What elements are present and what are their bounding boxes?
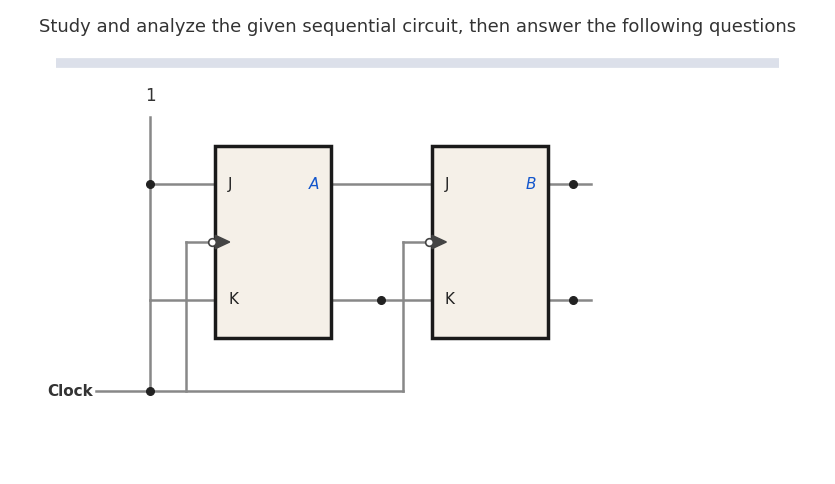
Polygon shape (215, 235, 230, 249)
Text: B: B (525, 177, 536, 192)
Bar (432, 146, 548, 338)
Bar (215, 146, 331, 338)
Text: A: A (309, 177, 319, 192)
Text: 1: 1 (145, 87, 155, 105)
Text: K: K (228, 292, 238, 307)
Text: Study and analyze the given sequential circuit, then answer the following questi: Study and analyze the given sequential c… (39, 18, 796, 36)
Text: J: J (228, 177, 233, 192)
Text: K: K (445, 292, 455, 307)
Text: Clock: Clock (47, 384, 93, 399)
Text: J: J (445, 177, 449, 192)
Polygon shape (432, 235, 447, 249)
